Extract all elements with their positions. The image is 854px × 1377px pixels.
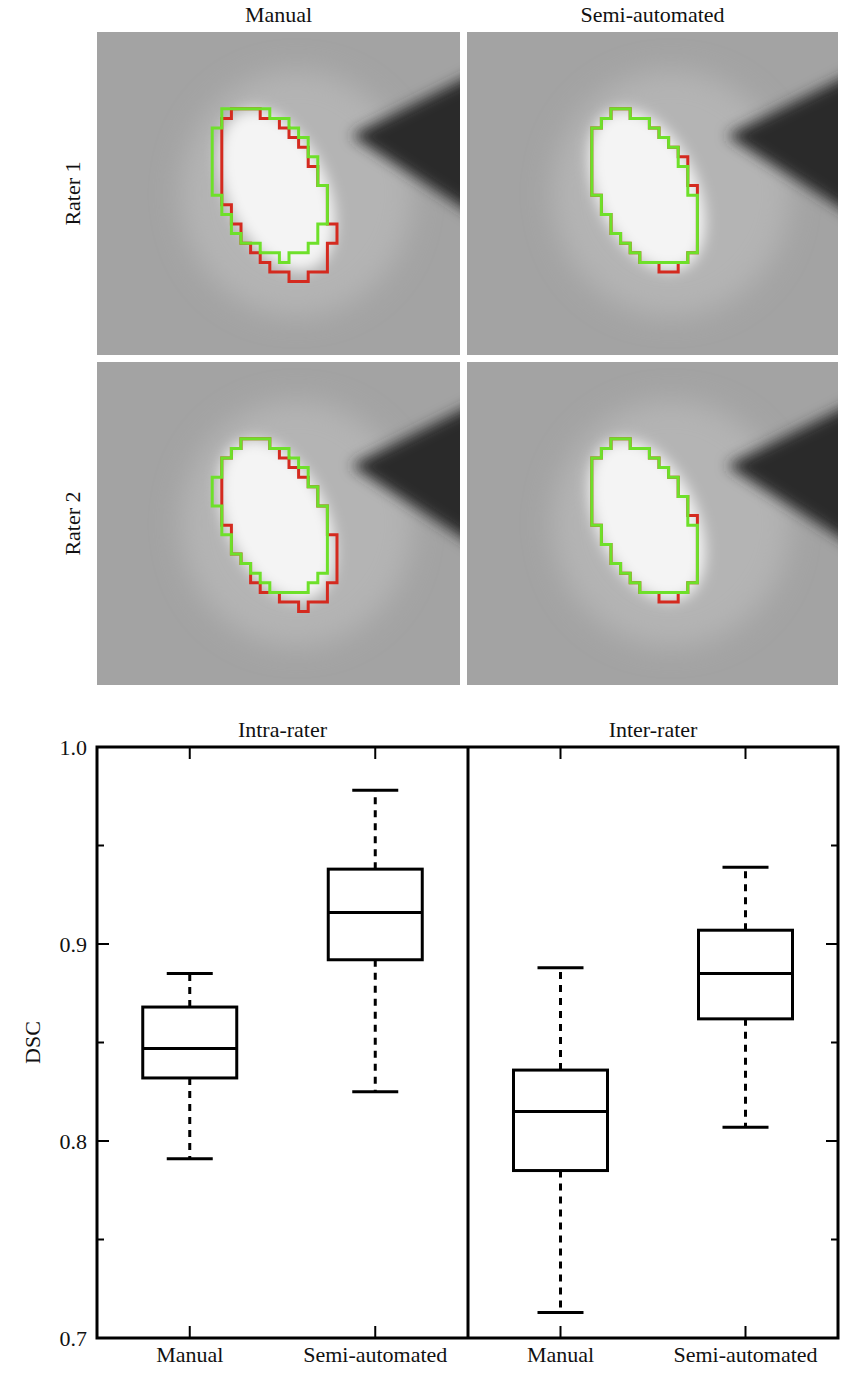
y-axis-title: DSC	[20, 1021, 45, 1064]
column-title: Semi-automated	[580, 2, 724, 27]
x-tick-label: Manual	[527, 1342, 594, 1367]
image-tissue	[180, 71, 412, 316]
median	[699, 972, 793, 975]
image-panel	[467, 362, 838, 685]
median	[514, 1110, 608, 1113]
whisker-cap-low	[352, 1090, 398, 1093]
whisker-cap-high	[723, 866, 769, 869]
image-background	[467, 362, 838, 685]
contour-green	[212, 439, 327, 593]
image-panel	[97, 362, 460, 685]
contour-green	[212, 109, 327, 263]
x-tick	[560, 1326, 562, 1338]
image-lesion	[195, 91, 358, 289]
y-tick-label: 0.7	[60, 1326, 88, 1351]
whisker-high	[188, 974, 191, 1007]
panel-divider	[467, 747, 470, 1338]
image-background	[97, 32, 460, 355]
x-tick	[374, 747, 376, 759]
whisker-low	[374, 960, 377, 1092]
image-panel	[467, 32, 838, 355]
contour-red	[592, 109, 698, 272]
image-dark-region	[351, 71, 460, 220]
x-tick-label: Manual	[156, 1342, 223, 1367]
y-tick	[826, 1140, 838, 1142]
image-panel	[97, 32, 460, 355]
image-dark-region	[727, 71, 838, 220]
whisker-cap-low	[167, 1157, 213, 1160]
image-dark-region	[727, 401, 838, 550]
whisker-high	[559, 968, 562, 1070]
median	[143, 1047, 237, 1050]
whisker-low	[559, 1171, 562, 1313]
image-tissue	[552, 401, 789, 646]
image-dark-region	[351, 401, 460, 550]
y-tick-label: 1.0	[60, 735, 88, 760]
image-lesion	[195, 421, 358, 619]
image-lesion	[565, 421, 728, 619]
image-tissue	[180, 401, 412, 646]
contour-red	[222, 439, 337, 612]
image-tissue	[552, 71, 789, 316]
y-tick	[97, 1140, 109, 1142]
box	[328, 869, 422, 960]
y-tick-label: 0.9	[60, 932, 88, 957]
median	[328, 911, 422, 914]
contour-green	[592, 439, 698, 593]
x-tick-label: Semi-automated	[673, 1342, 817, 1367]
image-background	[97, 362, 460, 685]
x-tick	[189, 1326, 191, 1338]
box	[143, 1007, 237, 1078]
panel-title: Inter-rater	[609, 717, 698, 742]
whisker-cap-high	[538, 966, 584, 969]
box	[514, 1070, 608, 1170]
y-tick	[97, 943, 109, 945]
y-tick-label: 0.8	[60, 1129, 88, 1154]
row-label: Rater 1	[60, 161, 85, 225]
whisker-cap-low	[723, 1126, 769, 1129]
x-tick	[374, 1326, 376, 1338]
plot-frame	[97, 747, 838, 1338]
figure: Manual Semi-automated Rater 1 Rater 2 0.7 0.8…	[0, 0, 854, 1377]
whisker-cap-low	[538, 1311, 584, 1314]
y-tick	[826, 943, 838, 945]
whisker-low	[188, 1078, 191, 1159]
x-tick-label: Semi-automated	[303, 1342, 447, 1367]
whisker-high	[744, 867, 747, 930]
box	[699, 930, 793, 1019]
contour-green	[592, 109, 698, 263]
image-lesion	[565, 91, 728, 289]
column-title: Manual	[245, 2, 312, 27]
x-tick	[745, 747, 747, 759]
whisker-high	[374, 790, 377, 869]
x-tick	[189, 747, 191, 759]
panel-title: Intra-rater	[238, 717, 328, 742]
x-tick	[560, 747, 562, 759]
contour-red	[592, 439, 698, 602]
plot: 0.7 0.8 0.9 1.0 DSC Intra-rater Manual Semi-aut…	[20, 717, 839, 1367]
whisker-low	[744, 1019, 747, 1127]
row-label: Rater 2	[60, 491, 85, 555]
image-background	[467, 32, 838, 355]
x-tick	[745, 1326, 747, 1338]
whisker-cap-high	[352, 789, 398, 792]
whisker-cap-high	[167, 972, 213, 975]
